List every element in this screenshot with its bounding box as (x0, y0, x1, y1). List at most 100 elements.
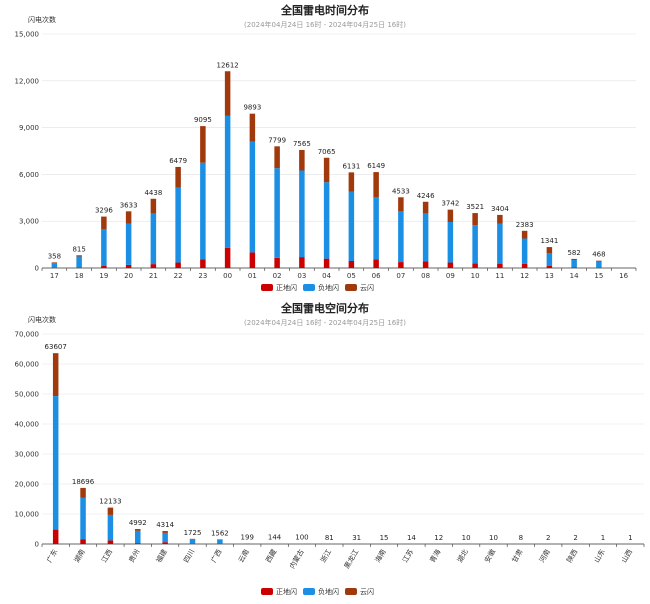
legend-swatch[interactable] (303, 284, 315, 291)
bar-segment-cloud[interactable] (80, 487, 86, 498)
bar-segment-positive[interactable] (52, 529, 59, 544)
bar-segment-negative[interactable] (125, 223, 132, 265)
bar-segment-negative[interactable] (472, 225, 478, 264)
bar-segment-positive[interactable] (150, 264, 157, 268)
y-tick-label: 15,000 (15, 31, 40, 39)
x-tick-label: 22 (174, 272, 183, 280)
bar-segment-cloud[interactable] (189, 538, 196, 540)
bar-segment-cloud[interactable] (52, 353, 59, 397)
bar-segment-cloud[interactable] (224, 71, 231, 116)
x-tick-label: 01 (248, 272, 257, 280)
bar-segment-cloud[interactable] (150, 198, 157, 214)
legend-swatch[interactable] (345, 588, 357, 595)
bar-segment-positive[interactable] (447, 262, 454, 268)
bar-segment-cloud[interactable] (51, 262, 58, 264)
bar-segment-negative[interactable] (249, 141, 256, 253)
bar-segment-cloud[interactable] (323, 157, 330, 183)
bar-segment-positive[interactable] (80, 539, 86, 545)
bar-segment-cloud[interactable] (135, 529, 141, 531)
x-tick-label: 福建 (154, 548, 169, 565)
bar-segment-cloud[interactable] (398, 197, 404, 212)
bar-total-label: 7065 (318, 148, 336, 156)
legend-swatch[interactable] (261, 284, 273, 291)
legend-swatch[interactable] (345, 284, 357, 291)
bar-segment-negative[interactable] (175, 187, 181, 263)
bar-segment-negative[interactable] (274, 168, 280, 258)
bar-segment-positive[interactable] (373, 259, 379, 268)
bar-segment-cloud[interactable] (200, 126, 206, 163)
bar-segment-positive[interactable] (546, 265, 553, 268)
bar-segment-negative[interactable] (323, 182, 330, 259)
bar-segment-cloud[interactable] (546, 247, 553, 254)
bar-segment-negative[interactable] (80, 497, 86, 540)
bar-segment-negative[interactable] (189, 539, 196, 544)
bar-segment-negative[interactable] (571, 260, 577, 268)
bar-segment-negative[interactable] (398, 211, 404, 263)
bar-segment-cloud[interactable] (162, 531, 168, 533)
bar-segment-cloud[interactable] (422, 201, 429, 214)
bar-segment-positive[interactable] (162, 542, 168, 544)
bar-segment-negative[interactable] (447, 221, 454, 263)
bar-segment-cloud[interactable] (107, 507, 114, 515)
bar-segment-negative[interactable] (348, 191, 355, 261)
bar-segment-cloud[interactable] (101, 216, 107, 229)
bar-segment-negative[interactable] (422, 213, 429, 262)
bar-segment-positive[interactable] (323, 258, 330, 268)
bar-segment-cloud[interactable] (521, 230, 528, 239)
bar-segment-negative[interactable] (162, 532, 168, 543)
bar-segment-cloud[interactable] (596, 260, 602, 262)
bar-segment-positive[interactable] (274, 257, 280, 268)
bar-segment-cloud[interactable] (249, 113, 256, 142)
bar-segment-cloud[interactable] (373, 172, 379, 198)
bar-segment-cloud[interactable] (175, 166, 181, 188)
bar-segment-negative[interactable] (373, 197, 379, 260)
bar-segment-cloud[interactable] (447, 209, 454, 222)
bar-segment-positive[interactable] (497, 263, 503, 268)
bar-segment-positive[interactable] (76, 267, 82, 268)
bar-segment-positive[interactable] (398, 262, 404, 268)
bar-segment-positive[interactable] (101, 265, 107, 268)
bar-segment-positive[interactable] (348, 260, 355, 268)
bar-total-label: 9095 (194, 116, 212, 124)
bar-segment-negative[interactable] (107, 514, 114, 541)
bar-segment-negative[interactable] (224, 115, 231, 248)
legend-swatch[interactable] (261, 588, 273, 595)
bar-segment-cloud[interactable] (76, 255, 82, 257)
bar-segment-negative[interactable] (546, 253, 553, 266)
bar-segment-negative[interactable] (52, 396, 59, 530)
bar-segment-negative[interactable] (76, 256, 82, 268)
bar-segment-negative[interactable] (497, 223, 503, 264)
bar-total-label: 14 (407, 534, 416, 542)
bar-segment-cloud[interactable] (348, 172, 355, 192)
bar-segment-negative[interactable] (596, 261, 602, 268)
bar-segment-positive[interactable] (200, 259, 206, 268)
bar-segment-cloud[interactable] (571, 258, 577, 261)
time-distribution-svg: 全国雷电时间分布 (2024年04月24日 16时 - 2024年04月25日 1… (15, 3, 637, 292)
bar-segment-negative[interactable] (135, 530, 141, 544)
bar-segment-cloud[interactable] (125, 211, 132, 224)
bar-segment-positive[interactable] (472, 263, 478, 268)
bar-segment-positive[interactable] (175, 262, 181, 268)
chart-subtitle: (2024年04月24日 16时 - 2024年04月25日 16时) (244, 20, 406, 29)
legend-swatch[interactable] (303, 588, 315, 595)
bar-segment-positive[interactable] (135, 543, 141, 544)
bar-segment-positive[interactable] (107, 540, 114, 544)
bar-segment-cloud[interactable] (497, 214, 503, 224)
bar-segment-positive[interactable] (299, 257, 305, 268)
bar-segment-cloud[interactable] (299, 149, 305, 171)
bar-segment-negative[interactable] (101, 229, 107, 266)
bar-segment-negative[interactable] (217, 539, 223, 544)
bar-segment-positive[interactable] (125, 264, 132, 268)
y-tick-label: 30,000 (15, 451, 40, 459)
bar-segment-positive[interactable] (422, 261, 429, 268)
bar-segment-negative[interactable] (521, 238, 528, 264)
bar-segment-cloud[interactable] (472, 213, 478, 226)
bar-segment-positive[interactable] (224, 247, 231, 268)
bar-segment-negative[interactable] (51, 263, 58, 268)
bar-segment-negative[interactable] (299, 170, 305, 258)
bar-segment-positive[interactable] (249, 252, 256, 268)
bar-segment-negative[interactable] (200, 162, 206, 260)
bar-segment-negative[interactable] (150, 213, 157, 265)
bar-segment-positive[interactable] (521, 263, 528, 268)
bar-segment-cloud[interactable] (274, 146, 280, 169)
